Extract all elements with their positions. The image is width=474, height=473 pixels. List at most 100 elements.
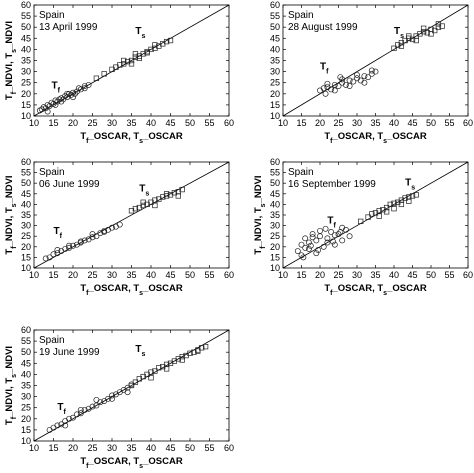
x-tick-label: 15	[296, 118, 306, 128]
y-tick-label: 50	[270, 178, 280, 188]
scatter-panel-1: 10 15 20 25 30 35 40 45 50 55 60101520253035404550…	[4, 0, 234, 145]
x-tick-label: 15	[48, 270, 58, 280]
point-tf	[89, 231, 96, 238]
point-tf	[294, 248, 301, 254]
one-to-one-line	[33, 161, 230, 269]
y-tick-label: 55	[21, 168, 31, 178]
series-label-ts: Ts	[139, 184, 149, 198]
x-tick-label: 40	[146, 443, 156, 453]
y-tick-label: 15	[21, 252, 31, 262]
point-tf	[64, 90, 71, 97]
x-tick-label: 40	[389, 270, 399, 280]
point-ts	[369, 211, 375, 217]
point-ts	[156, 365, 162, 371]
point-tf	[62, 245, 69, 252]
point-tf	[320, 243, 327, 250]
y-tick-label: 55	[21, 11, 31, 21]
y-tick-label: 40	[21, 199, 31, 209]
point-tf	[331, 87, 338, 94]
y-tick-label: 25	[270, 78, 280, 88]
point-tf	[305, 245, 312, 252]
x-tick-label: 60	[224, 270, 234, 280]
series-label-tf: Tf	[52, 80, 61, 94]
x-tick-label: 55	[444, 270, 454, 280]
y-tick-label: 30	[270, 67, 280, 77]
point-ts	[121, 57, 127, 64]
point-tf	[346, 83, 353, 89]
point-ts	[406, 198, 412, 204]
point-ts	[435, 21, 442, 27]
y-tick-label: 45	[21, 358, 31, 368]
series-label-ts: Ts	[394, 26, 404, 40]
point-ts	[167, 37, 174, 44]
x-tick-label: 15	[48, 118, 58, 128]
y-tick-label: 60	[270, 157, 280, 167]
y-tick-label: 25	[21, 231, 31, 241]
x-tick-label: 10	[29, 443, 39, 453]
x-tick-label: 45	[165, 270, 175, 280]
y-tick-label: 40	[270, 199, 280, 209]
point-tf	[331, 232, 338, 239]
point-tf	[302, 244, 309, 251]
figure: 10 15 20 25 30 35 40 45 50 55 60 10 15 20 25 30 35 40 45 50…	[4, 0, 473, 470]
point-tf	[317, 227, 323, 234]
y-tick-label: 60	[21, 325, 31, 335]
point-tf	[346, 77, 353, 84]
data-layer	[317, 21, 445, 97]
point-tf	[342, 81, 349, 88]
point-ts	[402, 195, 408, 201]
point-ts	[202, 344, 209, 350]
point-tf	[339, 237, 346, 244]
point-tf	[350, 78, 357, 85]
y-tick-label: 40	[270, 44, 280, 54]
point-ts	[406, 194, 412, 200]
point-tf	[89, 234, 96, 241]
point-ts	[128, 61, 135, 67]
point-tf	[46, 254, 53, 261]
point-ts	[144, 50, 150, 56]
x-axis-title: Tf_OSCAR, Ts_OSCAR	[80, 283, 183, 297]
scatter-panel-4: 10 15 20 25 30 35 40 45 50 55 60101520253035404550…	[253, 157, 473, 297]
y-axis-title: Tf_NDVI, Ts_NDVI	[4, 346, 18, 425]
point-tf	[50, 251, 57, 258]
y-tick-label: 20	[270, 242, 280, 252]
series-label-ts: Ts	[135, 26, 145, 40]
point-tf	[38, 106, 45, 113]
point-tf	[85, 81, 92, 88]
x-tick-label: 60	[224, 118, 234, 128]
point-tf	[81, 85, 88, 92]
y-tick-label: 60	[270, 0, 280, 10]
y-axis-title: Tf_NDVI, Ts_NDVI	[4, 175, 18, 254]
y-tick-label: 10	[21, 263, 31, 273]
x-tick-label: 35	[126, 443, 136, 453]
y-tick-label: 15	[270, 100, 280, 110]
point-ts	[432, 27, 438, 34]
point-tf	[322, 225, 329, 232]
y-tick-label: 30	[270, 221, 280, 231]
x-tick-label: 10	[29, 118, 39, 128]
point-ts	[140, 202, 146, 209]
data-layer	[294, 192, 419, 261]
point-ts	[409, 36, 416, 43]
series-label-ts: Ts	[405, 177, 415, 191]
plot-area: 10 15 20 25 30 35 40 45 50 55 60101520253035404550…	[270, 0, 473, 145]
x-tick-label: 30	[352, 118, 362, 128]
y-tick-label: 55	[270, 168, 280, 178]
point-tf	[116, 221, 123, 228]
x-tick-label: 45	[165, 443, 175, 453]
y-tick-label: 50	[270, 22, 280, 32]
annotation-place: Spain	[39, 10, 65, 21]
series-label-tf: Tf	[54, 226, 63, 240]
x-tick-label: 50	[185, 270, 195, 280]
point-tf	[75, 85, 82, 92]
y-tick-label: 20	[21, 89, 31, 99]
point-tf	[105, 395, 112, 402]
point-tf	[300, 254, 307, 261]
y-tick-label: 45	[270, 189, 280, 199]
y-tick-label: 10	[270, 263, 280, 273]
x-tick-label: 40	[146, 118, 156, 128]
x-tick-label: 35	[126, 118, 136, 128]
x-tick-label: 20	[315, 118, 325, 128]
x-tick-label: 15	[48, 443, 58, 453]
point-ts	[163, 366, 170, 372]
